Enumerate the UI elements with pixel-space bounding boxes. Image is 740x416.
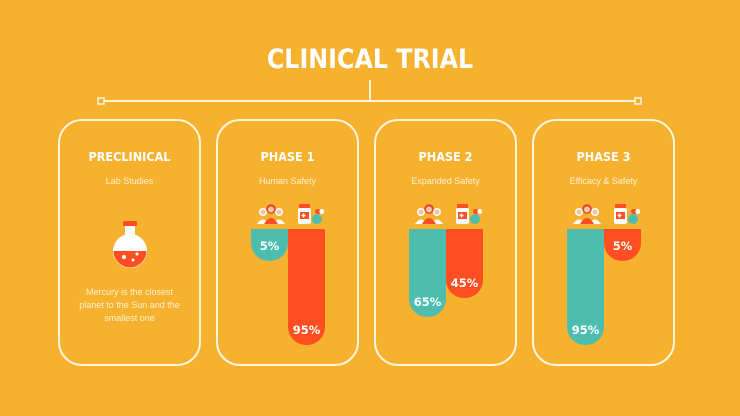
- people-group-icon: [414, 203, 444, 230]
- drug-bar-label: 45%: [450, 276, 479, 291]
- card-subtitle: Efficacy & Safety: [569, 176, 638, 186]
- medicine-bottle-pills-icon: [614, 204, 640, 224]
- people-group-icon: [256, 203, 286, 230]
- card-subtitle: Human Safety: [258, 176, 317, 186]
- card-title: PRECLINICAL: [88, 149, 171, 164]
- card-title: PHASE 2: [418, 149, 473, 164]
- flask-icon: [113, 221, 147, 268]
- medicine-bottle-pills-icon: [298, 204, 324, 224]
- card-preclinical: PRECLINICAL Lab Studies Mercury is the c…: [58, 119, 201, 366]
- medicine-bottle-pills-icon: [456, 204, 482, 224]
- human-bar: 5%: [251, 229, 288, 261]
- card-description: Mercury is the closest planet to the Sun…: [79, 287, 180, 323]
- phase-icons: [376, 203, 515, 227]
- slide-title: CLINICAL TRIAL: [266, 44, 474, 75]
- drug-bar-label: 95%: [292, 323, 321, 337]
- card-subtitle: Expanded Safety: [411, 176, 480, 186]
- human-bar-label: 5%: [259, 239, 280, 253]
- phase-icons: [218, 203, 357, 227]
- people-group-icon: [573, 204, 601, 224]
- phase-icons: [534, 203, 673, 227]
- drug-bar: 95%: [288, 229, 325, 345]
- human-bar: 95%: [567, 229, 604, 345]
- card-title: PHASE 1: [260, 149, 315, 164]
- people-group-icon: [572, 203, 602, 230]
- medicine-bottle-pills-icon: [296, 203, 326, 230]
- human-bar-label: 65%: [413, 295, 442, 309]
- card-phase-1: PHASE 1 Human Safety 5% 95%: [216, 119, 359, 366]
- connector-endpoint-right: [634, 97, 642, 105]
- medicine-bottle-pills-icon: [612, 203, 642, 230]
- human-bar-label: 95%: [571, 323, 600, 337]
- drug-bar-label: 5%: [612, 239, 633, 253]
- medicine-bottle-pills-icon: [454, 203, 484, 230]
- human-bar: 65%: [409, 229, 446, 317]
- card-phase-2: PHASE 2 Expanded Safety 65% 45%: [374, 119, 517, 366]
- drug-bar: 45%: [446, 229, 483, 299]
- people-group-icon: [415, 204, 443, 224]
- people-group-icon: [257, 204, 285, 224]
- card-title: PHASE 3: [576, 149, 631, 164]
- card-subtitle: Lab Studies: [105, 176, 154, 186]
- card-phase-3: PHASE 3 Efficacy & Safety 95% 5%: [532, 119, 675, 366]
- drug-bar: 5%: [604, 229, 641, 261]
- connector-endpoint-left: [97, 97, 105, 105]
